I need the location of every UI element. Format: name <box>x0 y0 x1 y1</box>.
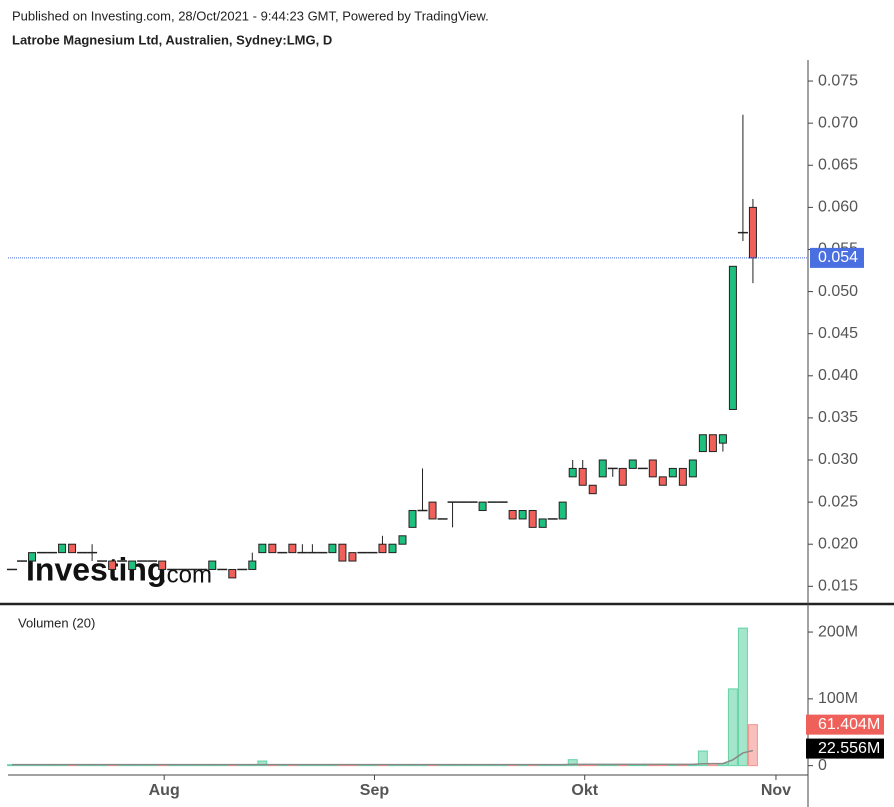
volume-bar <box>747 724 758 767</box>
candle-body <box>378 543 387 554</box>
candle-body <box>478 501 487 512</box>
candle-body <box>68 543 77 554</box>
candle-body <box>208 560 217 570</box>
logo-name: Investing <box>26 551 166 587</box>
volume-title: Volumen (20) <box>18 615 95 630</box>
candle-body <box>668 467 677 478</box>
candle-body <box>708 434 717 453</box>
candle-body <box>328 543 337 554</box>
y-tick-label: 100M <box>818 690 858 707</box>
candle-body <box>388 543 397 554</box>
y-tick-label: 0.060 <box>818 199 858 216</box>
candle-body <box>248 560 257 570</box>
published-line: Published on Investing.com, 28/Oct/2021 … <box>12 8 489 23</box>
candle-body <box>428 501 437 520</box>
candle-body <box>538 518 547 528</box>
candle-body <box>398 535 407 545</box>
volume-last-tag <box>806 714 884 735</box>
candle-body <box>568 467 577 478</box>
last-price-label: 0.054 <box>818 249 858 266</box>
candle-body <box>688 459 697 478</box>
y-tick-label: 0.050 <box>818 283 858 300</box>
y-tick-label: 0.070 <box>818 114 858 131</box>
last-price-tag <box>810 247 864 268</box>
ma-last-tag <box>806 738 884 759</box>
y-tick-label: 0 <box>818 757 827 774</box>
candle-body <box>698 434 707 453</box>
candle-body <box>598 459 607 478</box>
y-tick-label: 0.025 <box>818 493 858 510</box>
candle-body <box>658 476 667 486</box>
candle-body <box>58 543 67 554</box>
candle-body <box>558 501 567 520</box>
candle-body <box>718 434 727 444</box>
candle-body <box>258 543 267 554</box>
x-tick-label: Aug <box>149 782 180 799</box>
volume-last-label: 61.404M <box>818 716 880 733</box>
candle-body <box>348 552 357 562</box>
y-tick-label: 0.015 <box>818 578 858 595</box>
volume-bar <box>697 750 708 767</box>
y-tick-label: 0.030 <box>818 451 858 468</box>
candle-body <box>338 543 347 562</box>
volume-ma-line <box>12 749 754 766</box>
candle-body <box>728 265 737 410</box>
y-tick-label: 0.045 <box>818 325 858 342</box>
candle-body <box>108 560 117 570</box>
candle-body <box>528 510 537 528</box>
ma-last-label: 22.556M <box>818 740 880 757</box>
candle-body <box>288 543 297 554</box>
candle-body <box>748 206 757 259</box>
candle-body <box>28 552 37 562</box>
x-tick-label: Nov <box>761 782 791 799</box>
y-tick-label: 0.035 <box>818 409 858 426</box>
y-tick-label: 0.040 <box>818 367 858 384</box>
candle-body <box>648 459 657 478</box>
candle-body <box>408 510 417 528</box>
candle-body <box>158 560 167 570</box>
volume-bar <box>257 760 268 767</box>
y-tick-label: 0.065 <box>818 156 858 173</box>
candle-body <box>578 467 587 486</box>
candle-body <box>618 467 627 486</box>
candle-body <box>588 484 597 495</box>
x-tick-label: Okt <box>571 782 598 799</box>
y-tick-label: 0.020 <box>818 535 858 552</box>
y-tick-label: 200M <box>818 623 858 640</box>
logo: Investing .com <box>26 551 212 588</box>
candle-body <box>628 459 637 469</box>
volume-bar <box>737 627 748 767</box>
candle-body <box>508 510 517 520</box>
candle-body <box>228 568 237 579</box>
instrument-title: Latrobe Magnesium Ltd, Australien, Sydne… <box>12 32 332 47</box>
y-tick-label: 0.075 <box>818 72 858 89</box>
logo-suffix: .com <box>160 561 212 588</box>
volume-bar <box>727 688 738 767</box>
candle-body <box>128 560 137 570</box>
candle-body <box>268 543 277 554</box>
x-tick-label: Sep <box>360 782 390 799</box>
volume-bar <box>567 759 578 767</box>
candle-body <box>678 467 687 486</box>
candle-body <box>518 510 527 520</box>
